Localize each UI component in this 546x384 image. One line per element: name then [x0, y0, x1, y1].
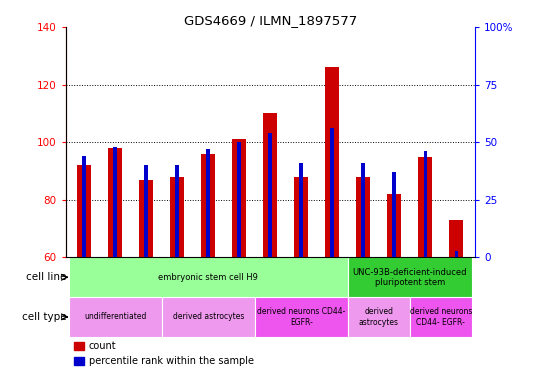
- Bar: [162, 297, 255, 337]
- Bar: [82, 156, 86, 257]
- Bar: [77, 165, 91, 257]
- Text: GSM997572: GSM997572: [390, 257, 399, 306]
- Bar: [108, 148, 122, 257]
- Text: derived neurons CD44-
EGFR-: derived neurons CD44- EGFR-: [257, 307, 346, 326]
- Bar: [263, 113, 277, 257]
- Bar: [410, 297, 472, 337]
- Text: derived neurons
CD44- EGFR-: derived neurons CD44- EGFR-: [410, 307, 472, 326]
- Bar: [69, 257, 348, 297]
- Text: GSM997568: GSM997568: [328, 257, 337, 306]
- Legend: count, percentile rank within the sample: count, percentile rank within the sample: [70, 338, 258, 370]
- Bar: [206, 149, 210, 257]
- Bar: [361, 163, 365, 257]
- Text: GSM997557: GSM997557: [141, 257, 151, 306]
- Text: derived astrocytes: derived astrocytes: [173, 312, 244, 321]
- Text: GSM997570: GSM997570: [452, 257, 461, 306]
- Text: UNC-93B-deficient-induced
pluripotent stem: UNC-93B-deficient-induced pluripotent st…: [353, 268, 467, 287]
- Bar: [330, 128, 334, 257]
- Text: GSM997571: GSM997571: [359, 257, 368, 306]
- Text: GSM997567: GSM997567: [297, 257, 306, 306]
- Bar: [348, 257, 472, 297]
- Bar: [418, 157, 432, 257]
- Text: cell line: cell line: [26, 272, 66, 282]
- Bar: [114, 147, 117, 257]
- Text: GSM997569: GSM997569: [421, 257, 430, 306]
- Bar: [238, 142, 241, 257]
- Bar: [325, 67, 339, 257]
- Text: GSM997555: GSM997555: [80, 257, 88, 306]
- Bar: [424, 151, 427, 257]
- Text: GSM997556: GSM997556: [111, 257, 120, 306]
- Bar: [387, 194, 401, 257]
- Title: GDS4669 / ILMN_1897577: GDS4669 / ILMN_1897577: [183, 14, 357, 27]
- Bar: [454, 250, 458, 257]
- Text: derived
astrocytes: derived astrocytes: [359, 307, 399, 326]
- Text: cell type: cell type: [21, 312, 66, 322]
- Bar: [269, 133, 272, 257]
- Bar: [348, 297, 410, 337]
- Bar: [170, 177, 184, 257]
- Bar: [69, 297, 162, 337]
- Text: GSM997566: GSM997566: [266, 257, 275, 306]
- Bar: [393, 172, 396, 257]
- Text: GSM997563: GSM997563: [173, 257, 182, 306]
- Text: GSM997565: GSM997565: [235, 257, 244, 306]
- Bar: [144, 165, 148, 257]
- Bar: [449, 220, 464, 257]
- Bar: [294, 177, 308, 257]
- Bar: [357, 177, 370, 257]
- Text: undifferentiated: undifferentiated: [84, 312, 146, 321]
- Bar: [175, 165, 179, 257]
- Text: embryonic stem cell H9: embryonic stem cell H9: [158, 273, 258, 282]
- Text: GSM997564: GSM997564: [204, 257, 213, 306]
- Bar: [232, 139, 246, 257]
- Bar: [139, 180, 153, 257]
- Bar: [255, 297, 348, 337]
- Bar: [299, 163, 303, 257]
- Bar: [201, 154, 215, 257]
